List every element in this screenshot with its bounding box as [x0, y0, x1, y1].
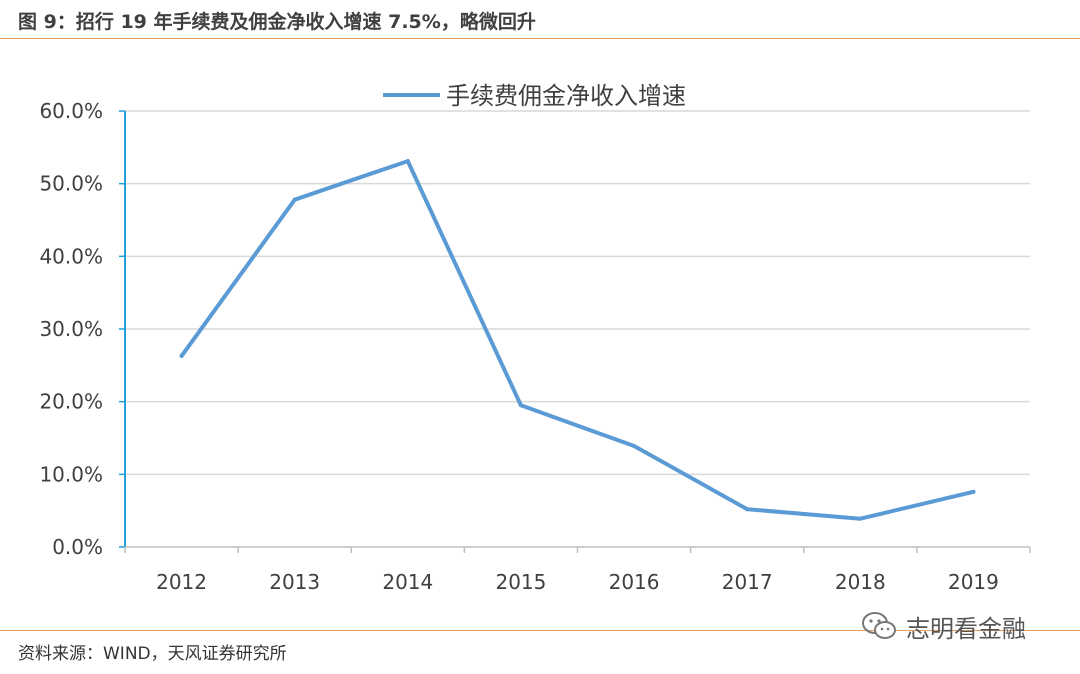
series-line — [179, 159, 976, 521]
x-tick-label: 2016 — [609, 570, 660, 594]
y-tick-label: 40.0% — [39, 244, 103, 268]
data-point — [518, 403, 523, 408]
data-point — [292, 197, 297, 202]
legend-label-fee-commission-growth: 手续费佣金净收入增速 — [446, 82, 686, 110]
source-note: 资料来源：WIND，天风证券研究所 — [18, 644, 287, 664]
line-chart: 0.0%10.0%20.0%30.0%40.0%50.0%60.0% 2012 2… — [39, 82, 1031, 594]
watermark-text: 志明看金融 — [906, 614, 1026, 643]
data-point — [971, 489, 976, 494]
legend: 手续费佣金净收入增速 — [383, 82, 686, 110]
y-tick-label: 30.0% — [39, 317, 103, 341]
x-tick-label: 2018 — [835, 570, 886, 594]
x-tick-label: 2013 — [269, 570, 320, 594]
x-tick-label: 2019 — [948, 570, 999, 594]
source-divider — [0, 630, 1080, 631]
x-tick-label: 2017 — [722, 570, 773, 594]
data-point — [179, 353, 184, 358]
y-tick-label: 60.0% — [39, 99, 103, 123]
y-tick-label: 10.0% — [39, 462, 103, 486]
data-point — [745, 507, 750, 512]
figure-title: 图 9：招行 19 年手续费及佣金净收入增速 7.5%，略微回升 — [18, 11, 536, 33]
chart-axes — [119, 110, 1031, 553]
x-tick-label: 2014 — [382, 570, 433, 594]
title-divider — [0, 38, 1080, 39]
series-group — [179, 159, 976, 521]
x-tick-label: 2015 — [495, 570, 546, 594]
y-tick-label: 0.0% — [52, 535, 103, 559]
x-tick-labels: 2012 2013 2014 2015 2016 2017 2018 2019 — [156, 570, 999, 594]
wechat-icon — [862, 612, 896, 639]
y-tick-labels: 0.0% 10.0% 20.0% 30.0% 40.0% 50.0% 60.0% — [39, 99, 103, 559]
y-tick-label: 20.0% — [39, 390, 103, 414]
data-point — [405, 159, 410, 164]
grid-lines — [125, 110, 1030, 476]
x-tick-label: 2012 — [156, 570, 207, 594]
data-point — [632, 443, 637, 448]
data-point — [858, 516, 863, 521]
watermark: 志明看金融 — [860, 606, 1026, 646]
y-tick-label: 50.0% — [39, 172, 103, 196]
